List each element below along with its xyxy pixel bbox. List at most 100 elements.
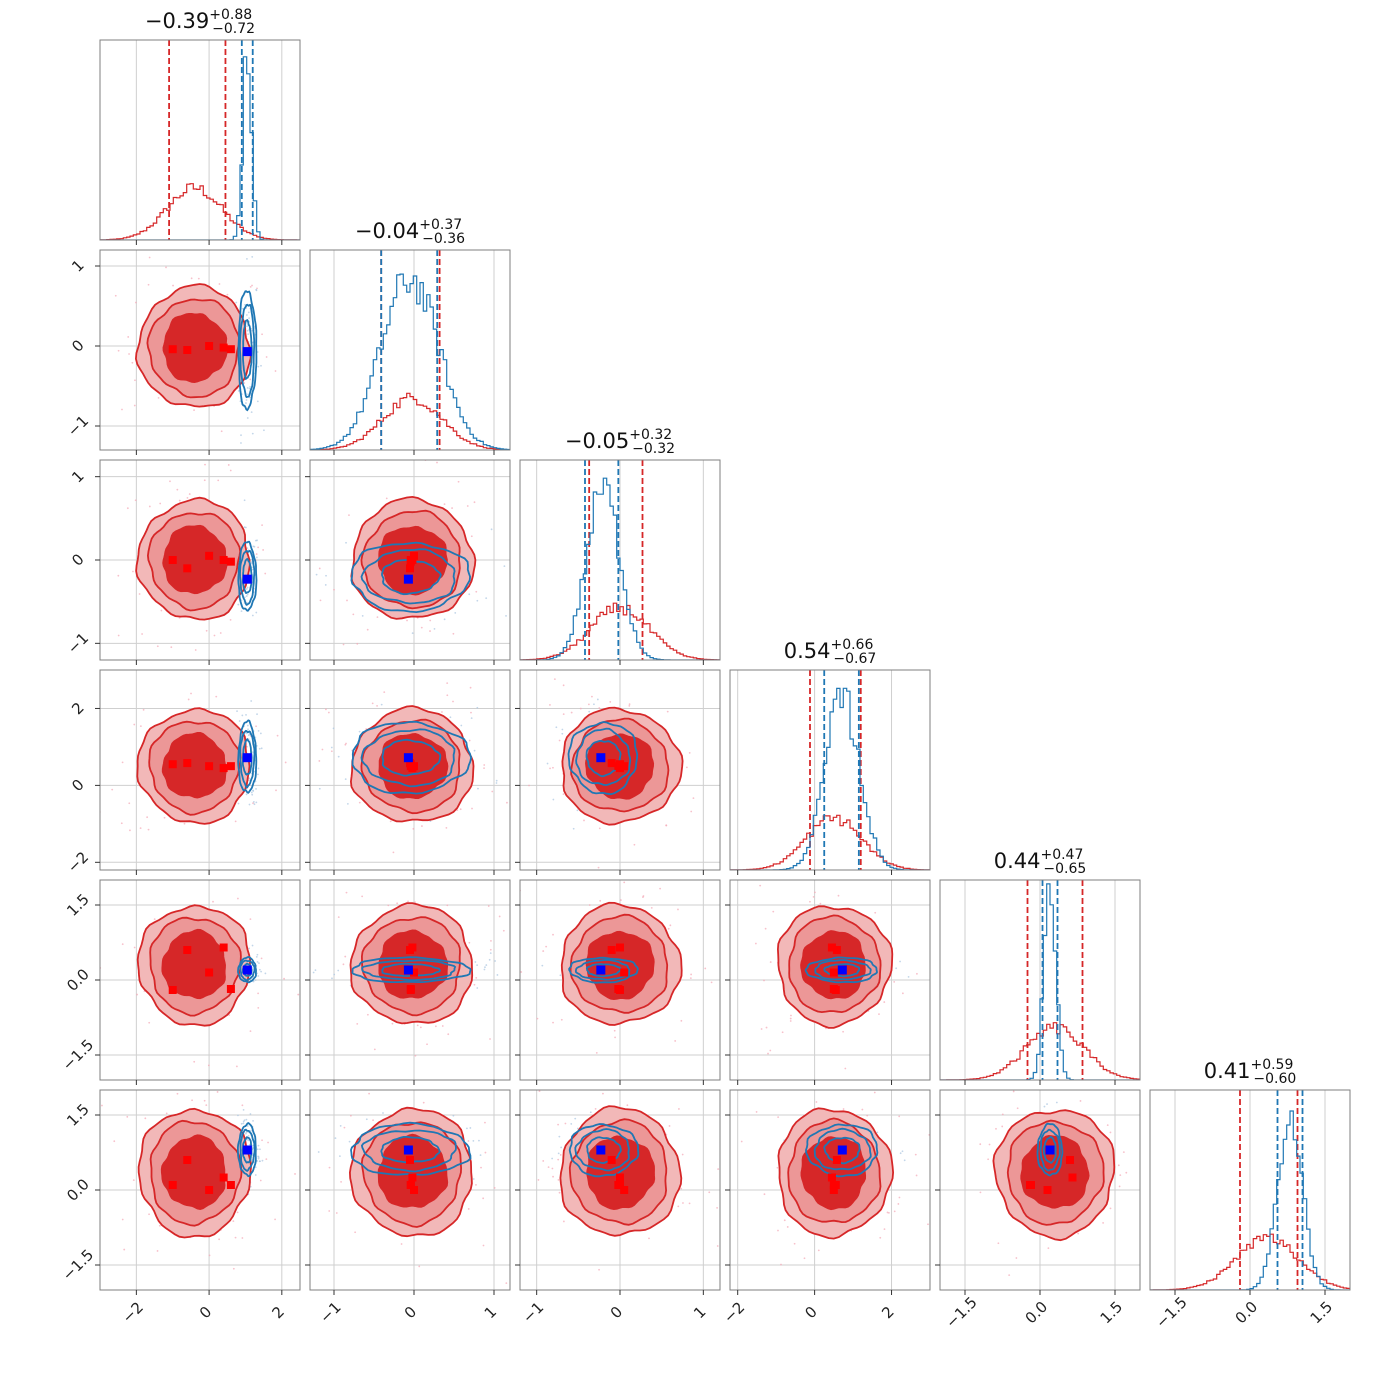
x-tick-label: −1.5 (942, 1293, 980, 1331)
scatter-dot-red (128, 802, 131, 805)
histogram-red (100, 183, 300, 240)
scatter-dot-red (690, 810, 693, 813)
x-tick-label: 2 (878, 1303, 897, 1322)
scatter-dot-red (767, 1052, 769, 1055)
x-tick-label: −1 (316, 1298, 344, 1326)
blue-contour (568, 956, 639, 984)
scatter-dot-blue (261, 1159, 264, 1162)
scatter-dot-red (176, 1092, 179, 1095)
scatter-dot-red (186, 496, 189, 499)
scatter-dot-blue (559, 974, 562, 977)
scatter-dot-blue (325, 574, 327, 577)
scatter-dot-red (665, 824, 668, 827)
scatter-dot-blue (907, 975, 910, 978)
blue-marker (596, 1145, 606, 1155)
scatter-dot-red (203, 479, 206, 482)
scatter-dot-red (552, 1021, 554, 1024)
red-marker (183, 346, 192, 354)
red-marker (616, 943, 624, 952)
scatter-dot-red (256, 871, 258, 873)
scatter-dot-blue (361, 614, 364, 617)
scatter-dot-blue (248, 387, 251, 390)
scatter-dot-blue (252, 1120, 254, 1122)
blue-contour (585, 739, 622, 778)
scatter-dot-red (139, 725, 142, 728)
scatter-dot-red (602, 1092, 604, 1095)
scatter-dot-blue (483, 968, 486, 971)
scatter-dot-red (133, 404, 136, 407)
red-marker (832, 946, 841, 954)
scatter-dot-red (776, 1166, 779, 1169)
scatter-dot-blue (454, 612, 457, 614)
scatter-dot-red (781, 1031, 784, 1034)
scatter-dot-blue (240, 610, 243, 613)
scatter-dot-blue (246, 593, 249, 596)
scatter-dot-red (337, 916, 340, 918)
red-marker (607, 759, 616, 768)
scatter-dot-red (234, 1236, 237, 1239)
panel-2-1 (305, 459, 511, 665)
scatter-dot-red (1122, 1151, 1125, 1154)
scatter-dot-blue (245, 588, 248, 590)
scatter-dot-red (132, 1179, 135, 1182)
panel-5-4 (935, 1089, 1141, 1295)
scatter-dot-red (82, 756, 84, 758)
scatter-dot-blue (515, 973, 517, 975)
scatter-dot-blue (485, 597, 488, 600)
title-minus: −0.32 (632, 441, 675, 457)
scatter-dot-red (886, 1211, 889, 1214)
red-contour-inner (800, 1136, 867, 1211)
scatter-dot-blue (250, 700, 253, 702)
scatter-dot-red (441, 1025, 444, 1027)
panel-2-0 (95, 459, 301, 665)
scatter-dot-red (557, 1158, 560, 1161)
scatter-dot-red (452, 632, 455, 635)
scatter-dot-red (562, 713, 565, 716)
scatter-dot-red (600, 887, 602, 889)
blue-contour (360, 1129, 457, 1173)
scatter-dot-blue (460, 724, 463, 727)
scatter-dot-red (542, 1160, 545, 1162)
scatter-dot-red (264, 572, 267, 575)
scatter-dot-blue (488, 958, 491, 961)
scatter-dot-red (457, 480, 460, 483)
scatter-dot-blue (490, 528, 493, 531)
red-contour-inner (162, 312, 228, 384)
red-marker (620, 968, 629, 977)
blue-contour (1036, 1122, 1064, 1177)
scatter-dot-blue (522, 978, 524, 980)
title-plus: +0.88 (209, 7, 252, 23)
panel-frame (309, 249, 511, 451)
red-marker (1068, 1173, 1077, 1182)
scatter-dot-red (591, 695, 593, 698)
scatter-dot-red (328, 1210, 331, 1212)
scatter-dot-blue (246, 325, 248, 328)
scatter-dot-red (144, 1117, 147, 1120)
scatter-dot-red (243, 382, 246, 384)
x-tick-label: −1.5 (1152, 1293, 1190, 1331)
scatter-dot-red (205, 629, 208, 632)
scatter-dot-red (819, 902, 822, 905)
scatter-dot-blue (246, 745, 248, 748)
scatter-dot-blue (237, 1114, 239, 1117)
red-marker (205, 968, 214, 977)
scatter-dot-red (1008, 1274, 1011, 1277)
scatter-dot-red (447, 1033, 450, 1036)
scatter-dot-blue (257, 975, 260, 977)
scatter-dot-blue (237, 603, 240, 606)
scatter-dot-red (559, 1154, 562, 1156)
scatter-dot-red (587, 703, 590, 706)
scatter-dot-red (760, 1028, 763, 1030)
scatter-dot-red (333, 588, 335, 591)
scatter-dot-red (157, 397, 160, 399)
scatter-dot-red (349, 1114, 352, 1117)
blue-contour (813, 1127, 872, 1171)
scatter-dot-blue (495, 779, 498, 782)
scatter-dot-red (562, 684, 565, 687)
scatter-dot-blue (251, 432, 254, 435)
scatter-dot-red (318, 663, 320, 665)
scatter-dot-red (121, 943, 124, 946)
scatter-dot-blue (251, 614, 254, 617)
scatter-dot-blue (242, 1120, 245, 1123)
scatter-dot-blue (476, 987, 479, 989)
